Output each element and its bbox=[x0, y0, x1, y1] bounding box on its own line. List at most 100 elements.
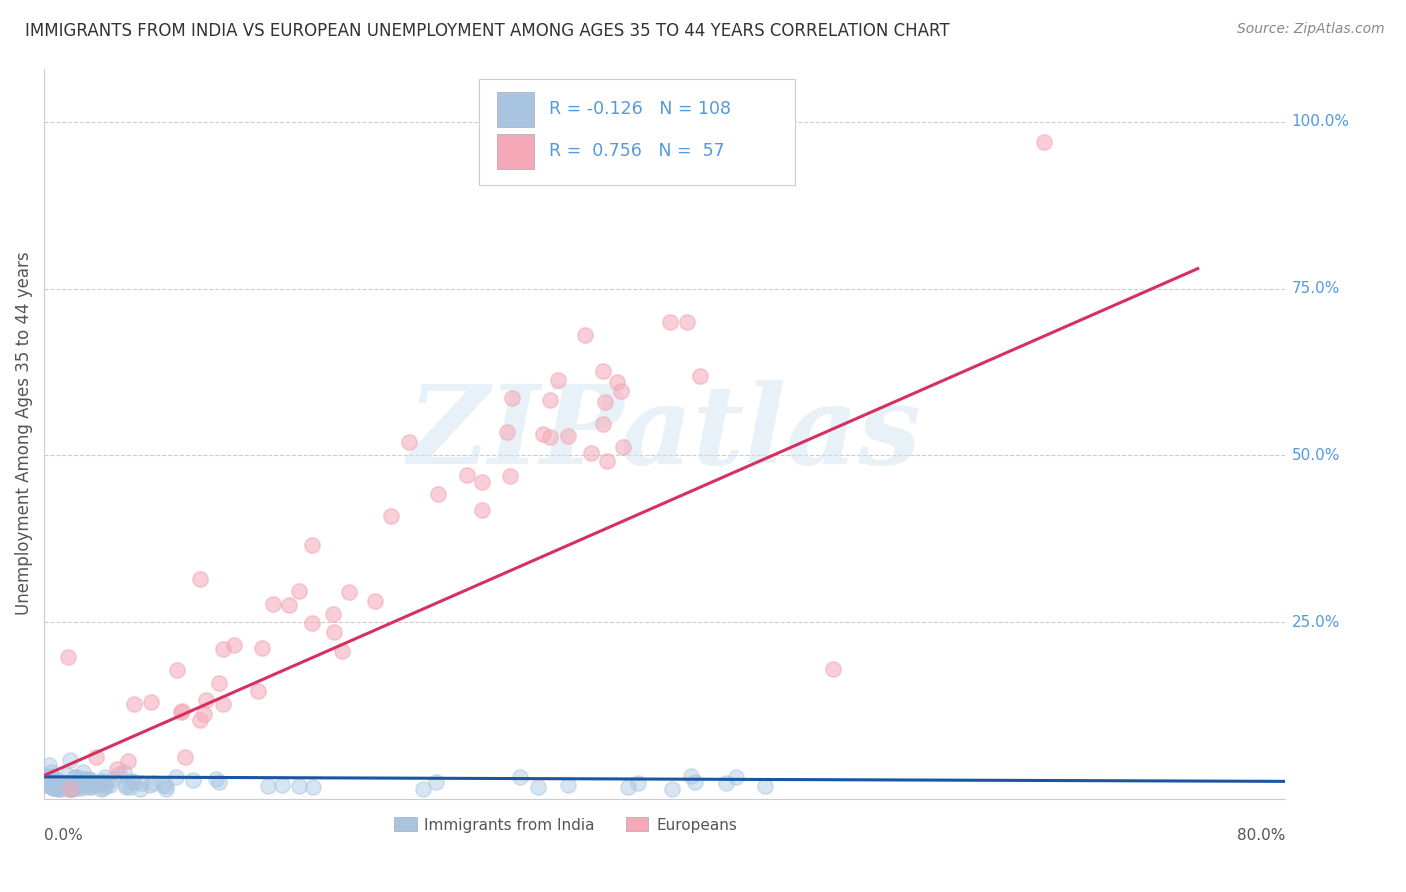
Point bbox=[117, 755, 139, 769]
Point bbox=[322, 607, 344, 621]
Point bbox=[139, 779, 162, 793]
Point bbox=[188, 714, 211, 728]
Point bbox=[212, 697, 235, 711]
Point bbox=[63, 770, 86, 784]
Point bbox=[714, 776, 737, 790]
Point bbox=[606, 375, 628, 389]
Point bbox=[277, 598, 299, 612]
Point bbox=[66, 779, 89, 793]
Point bbox=[56, 779, 79, 793]
Point bbox=[330, 643, 353, 657]
Point bbox=[212, 642, 235, 657]
Point bbox=[224, 638, 246, 652]
Point bbox=[53, 775, 76, 789]
Point bbox=[115, 780, 138, 794]
Point bbox=[56, 780, 79, 795]
Point bbox=[83, 775, 105, 789]
Point bbox=[627, 776, 650, 790]
Point bbox=[35, 771, 58, 785]
Point bbox=[38, 757, 60, 772]
Point bbox=[538, 393, 561, 408]
Point bbox=[58, 780, 80, 794]
Point bbox=[661, 781, 683, 796]
Point bbox=[72, 778, 94, 792]
Point bbox=[84, 749, 107, 764]
Point bbox=[58, 781, 80, 796]
Point bbox=[129, 781, 152, 796]
Point bbox=[63, 770, 86, 784]
Point bbox=[658, 315, 681, 329]
Point bbox=[56, 650, 79, 665]
Text: 50.0%: 50.0% bbox=[1292, 448, 1340, 463]
Point bbox=[46, 773, 69, 788]
Point bbox=[681, 769, 703, 783]
Point bbox=[55, 767, 77, 781]
Point bbox=[471, 475, 494, 489]
Point bbox=[152, 778, 174, 792]
Point bbox=[689, 368, 711, 383]
Point bbox=[51, 776, 73, 790]
Text: ZIPatlas: ZIPatlas bbox=[408, 380, 922, 487]
Point bbox=[166, 663, 188, 677]
Legend: Immigrants from India, Europeans: Immigrants from India, Europeans bbox=[388, 812, 744, 838]
Point bbox=[80, 780, 103, 795]
Point bbox=[579, 445, 602, 459]
Point bbox=[69, 771, 91, 785]
Point bbox=[337, 585, 360, 599]
Point bbox=[72, 777, 94, 791]
Point bbox=[49, 780, 72, 795]
Point bbox=[499, 469, 522, 483]
Point bbox=[122, 698, 145, 712]
Point bbox=[49, 781, 72, 796]
FancyBboxPatch shape bbox=[498, 92, 534, 127]
Point bbox=[122, 775, 145, 789]
Point bbox=[34, 777, 56, 791]
Point bbox=[39, 779, 62, 793]
Text: 100.0%: 100.0% bbox=[1292, 114, 1350, 129]
Point bbox=[165, 771, 187, 785]
Point bbox=[592, 417, 614, 432]
Point bbox=[592, 363, 614, 377]
Text: R = -0.126   N = 108: R = -0.126 N = 108 bbox=[550, 101, 731, 119]
Point bbox=[80, 777, 103, 791]
Point bbox=[121, 773, 143, 788]
Point bbox=[44, 780, 66, 795]
Point bbox=[509, 770, 531, 784]
Point bbox=[59, 781, 82, 796]
Point bbox=[86, 778, 108, 792]
Point bbox=[80, 775, 103, 789]
Point bbox=[91, 774, 114, 789]
Point bbox=[821, 662, 844, 676]
Point bbox=[44, 781, 66, 796]
Point bbox=[181, 773, 204, 788]
Point bbox=[574, 327, 596, 342]
Point bbox=[495, 425, 517, 440]
FancyBboxPatch shape bbox=[498, 134, 534, 169]
Point bbox=[93, 777, 115, 791]
Point bbox=[593, 395, 616, 409]
Point bbox=[39, 777, 62, 791]
Point bbox=[65, 780, 87, 794]
Point bbox=[557, 429, 579, 443]
Point bbox=[77, 772, 100, 786]
Point bbox=[287, 584, 309, 599]
Text: 25.0%: 25.0% bbox=[1292, 615, 1340, 630]
Text: IMMIGRANTS FROM INDIA VS EUROPEAN UNEMPLOYMENT AMONG AGES 35 TO 44 YEARS CORRELA: IMMIGRANTS FROM INDIA VS EUROPEAN UNEMPL… bbox=[25, 22, 950, 40]
Y-axis label: Unemployment Among Ages 35 to 44 years: Unemployment Among Ages 35 to 44 years bbox=[15, 252, 32, 615]
Point bbox=[754, 779, 776, 793]
Point bbox=[256, 779, 278, 793]
Point bbox=[114, 778, 136, 792]
Point bbox=[34, 773, 56, 788]
Point bbox=[538, 430, 561, 444]
Point bbox=[90, 774, 112, 789]
Point bbox=[456, 467, 478, 482]
Point bbox=[59, 753, 82, 767]
Point bbox=[118, 780, 141, 794]
Point bbox=[58, 781, 80, 796]
Point bbox=[301, 538, 323, 552]
Point bbox=[547, 373, 569, 387]
Point bbox=[41, 775, 63, 789]
Point bbox=[155, 781, 177, 796]
Point bbox=[98, 778, 121, 792]
Point bbox=[425, 774, 447, 789]
